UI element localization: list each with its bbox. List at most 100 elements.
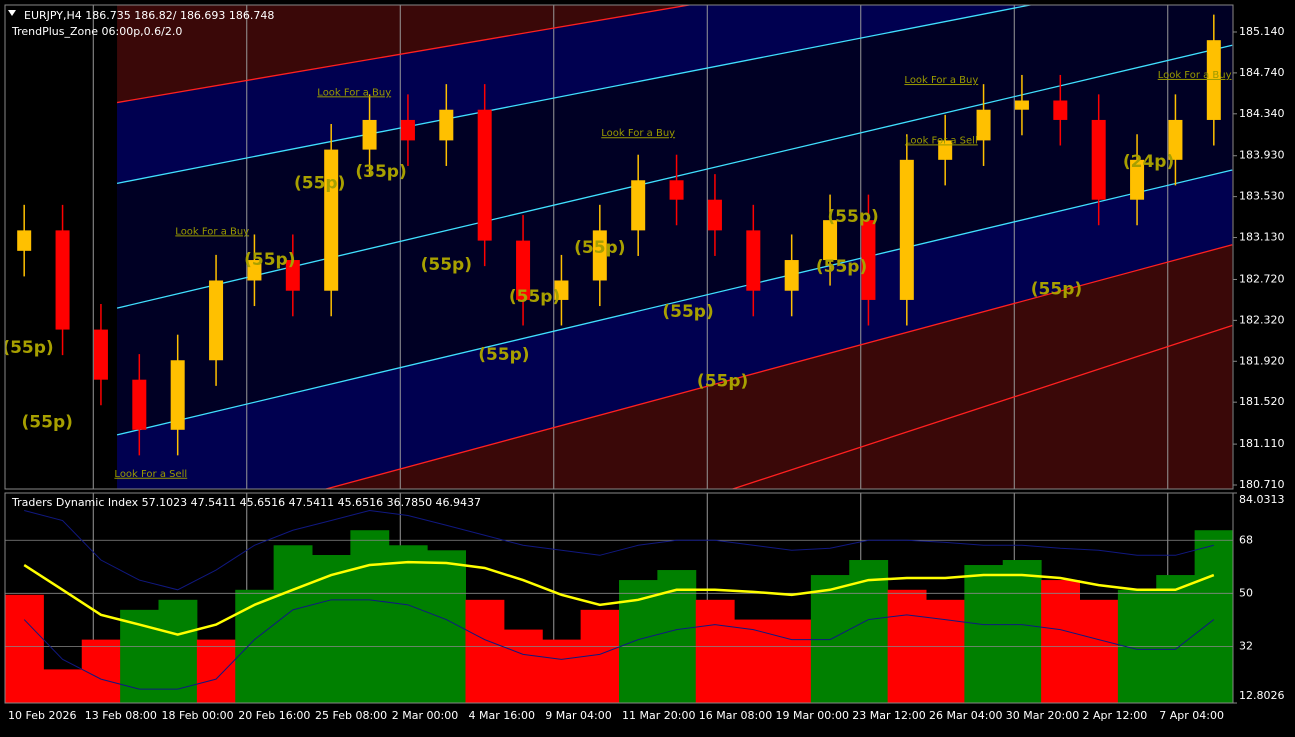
candle-body	[1053, 100, 1068, 120]
candle-body	[669, 180, 684, 200]
y-tick-label: 185.140	[1239, 25, 1285, 38]
chart-title: EURJPY,H4 186.735 186.82/ 186.693 186.74…	[24, 9, 274, 22]
annotation: (55p)	[421, 255, 472, 275]
candle-body	[1014, 100, 1029, 110]
candle-body	[400, 119, 415, 141]
candle-body	[209, 280, 224, 361]
candle-body	[631, 180, 646, 231]
rsi-area	[81, 639, 121, 703]
rsi-area	[43, 669, 83, 703]
candle-body	[247, 260, 262, 281]
annotation: (55p)	[22, 413, 73, 433]
candle-body	[439, 109, 454, 141]
annotation: Look For a Buy	[601, 128, 675, 139]
y-tick-label: 181.920	[1239, 354, 1285, 367]
channel-line	[116, 169, 1233, 436]
y-tick-label: 181.110	[1239, 437, 1285, 450]
candle-body	[285, 260, 300, 291]
annotation: Look For a Sell	[114, 469, 187, 480]
annotation: (55p)	[509, 287, 560, 307]
axes: 185.140 184.740 184.340 183.930 183.530 183.1…	[8, 25, 1285, 722]
candle-body	[899, 159, 914, 300]
rsi-area	[388, 545, 428, 703]
y-tick-label: 184.740	[1239, 66, 1285, 79]
channel-line	[116, 5, 1034, 184]
annotation: (55p)	[294, 173, 345, 193]
channel-line	[730, 324, 1233, 489]
price-frame	[4, 4, 1234, 490]
x-tick-label: 16 Mar 08:00	[699, 709, 772, 722]
candle-body	[516, 240, 531, 300]
candle-body	[362, 119, 377, 150]
y-tick-label: 68	[1239, 533, 1253, 546]
rsi-area	[1194, 530, 1233, 703]
zone-mid	[117, 5, 1233, 435]
rsi-area	[1041, 580, 1080, 703]
y-tick-label: 183.130	[1239, 231, 1285, 244]
channel-line	[116, 44, 1233, 309]
annotation: (55p)	[574, 238, 625, 258]
rsi-area	[503, 629, 543, 703]
rsi-area	[1002, 560, 1042, 703]
indicator-plot	[5, 493, 1233, 703]
x-tick-label: 23 Mar 12:00	[852, 709, 925, 722]
indicator-title: Traders Dynamic Index 57.1023 47.5411 45…	[11, 496, 481, 509]
y-tick-label: 84.0313	[1239, 493, 1285, 506]
channel-line	[323, 244, 1233, 489]
rsi-area	[158, 599, 198, 703]
chart-subtitle: TrendPlus_Zone 06:00p,0.6/2.0	[11, 25, 182, 38]
x-tick-label: 26 Mar 04:00	[929, 709, 1002, 722]
rsi-area	[542, 639, 582, 703]
x-tick-label: 2 Mar 00:00	[392, 709, 458, 722]
candle-body	[132, 379, 147, 430]
candle-body	[823, 220, 838, 261]
annotation: Look For a Sell	[905, 135, 978, 146]
y-tick-label: 183.930	[1239, 149, 1285, 162]
y-tick-label: 12.8026	[1239, 689, 1285, 702]
annotation: (55p)	[478, 345, 529, 365]
candle-body	[707, 199, 722, 231]
x-tick-label: 9 Mar 04:00	[545, 709, 611, 722]
rsi-area	[5, 594, 44, 703]
x-tick-label: 10 Feb 2026	[8, 709, 76, 722]
candle-body	[554, 280, 569, 300]
candle-body	[17, 230, 32, 251]
candle-body	[55, 230, 70, 330]
channel-line	[116, 5, 693, 104]
annotation: (55p)	[1031, 280, 1082, 300]
annotation: (55p)	[816, 257, 867, 277]
x-tick-label: 7 Apr 04:00	[1159, 709, 1224, 722]
candle-body	[1206, 40, 1221, 120]
candle-body	[976, 109, 991, 141]
candle-body	[746, 230, 761, 291]
annotation: Look For a Buy	[904, 75, 978, 86]
annotation: (55p)	[697, 372, 748, 392]
candle-body	[1091, 119, 1106, 200]
indicator-line	[23, 599, 1215, 690]
candle-body	[170, 360, 185, 430]
price-plot: Look For a Buy (55p) (55p) (35p) Look For a …	[5, 5, 1233, 489]
y-tick-label: 32	[1239, 639, 1253, 652]
x-tick-label: 2 Apr 12:00	[1083, 709, 1148, 722]
candle-body	[477, 109, 492, 241]
y-tick-label: 50	[1239, 586, 1253, 599]
rsi-area	[926, 599, 965, 703]
candle-body	[861, 220, 876, 300]
rsi-area	[350, 530, 390, 703]
y-tick-label: 182.720	[1239, 272, 1285, 285]
annotation: (24p)	[1123, 152, 1174, 172]
candle-body	[784, 260, 799, 291]
x-tick-label: 11 Mar 20:00	[622, 709, 695, 722]
y-tick-label: 184.340	[1239, 107, 1285, 120]
indicator-line	[24, 509, 1214, 591]
x-tick-label: 20 Feb 16:00	[238, 709, 310, 722]
y-tick-label: 182.320	[1239, 313, 1285, 326]
indicator-frame	[4, 492, 1234, 704]
rsi-area	[273, 545, 313, 703]
annotation: (55p)	[662, 302, 713, 322]
y-tick-label: 180.710	[1239, 478, 1285, 491]
rsi-area	[1079, 599, 1119, 703]
x-tick-label: 25 Feb 08:00	[315, 709, 387, 722]
